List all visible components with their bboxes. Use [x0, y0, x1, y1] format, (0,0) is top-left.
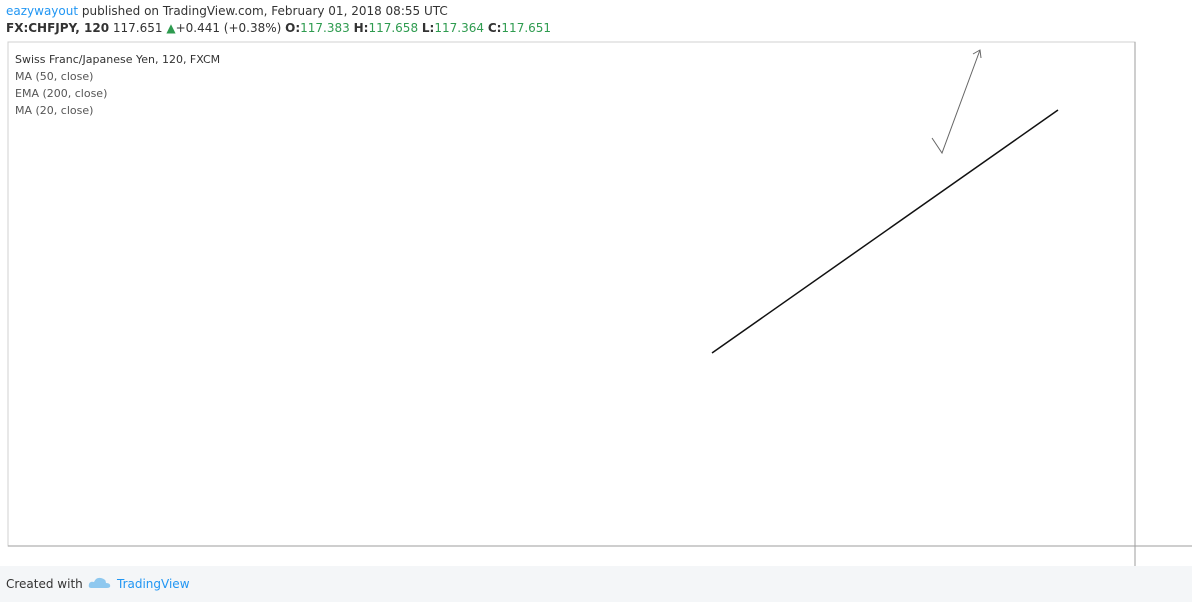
ohlc-label: L:: [421, 21, 435, 35]
legend-entry: EMA (200, close): [15, 87, 107, 100]
projection-arrow: [931, 49, 981, 155]
price-axis: [1135, 42, 1192, 566]
ohlc-label: H:: [353, 21, 369, 35]
chart: Swiss Franc/Japanese Yen, 120, FXCM MA (…: [7, 41, 1192, 566]
change: +0.441 (+0.38%): [175, 21, 282, 35]
ohlc-value: 117.658: [368, 21, 419, 35]
change-arrow: ▲: [166, 21, 176, 35]
symbol: FX:CHFJPY, 120: [6, 21, 110, 35]
arrow-head: [972, 49, 982, 59]
created-with: Created with: [6, 577, 83, 591]
trend-line: [711, 109, 1059, 354]
ohlc-value: 117.383: [300, 21, 350, 35]
brand-logo[interactable]: [88, 576, 112, 590]
ohlc-value: 117.651: [501, 21, 552, 35]
ohlc-label: C:: [487, 21, 502, 35]
author[interactable]: eazywayout: [6, 4, 79, 18]
legend: Swiss Franc/Japanese Yen, 120, FXCM MA (…: [15, 53, 220, 117]
legend-entry: MA (50, close): [15, 70, 93, 83]
publish-info: published on TradingView.com, February 0…: [81, 4, 448, 18]
symbol-line: FX:CHFJPY, 120 117.651 ▲+0.441 (+0.38%) …: [6, 21, 551, 35]
brand[interactable]: TradingView: [117, 577, 190, 591]
legend-entry: MA (20, close): [15, 104, 93, 117]
ohlc-label: O:: [285, 21, 301, 35]
footer: Created with TradingView: [0, 566, 1192, 602]
ohlc-value: 117.364: [434, 21, 484, 35]
plot-area: [7, 41, 1136, 547]
publish-line: eazywayout published on TradingView.com,…: [6, 4, 448, 18]
last-price: 117.651: [112, 21, 163, 35]
chart-title: Swiss Franc/Japanese Yen, 120, FXCM: [15, 53, 220, 66]
